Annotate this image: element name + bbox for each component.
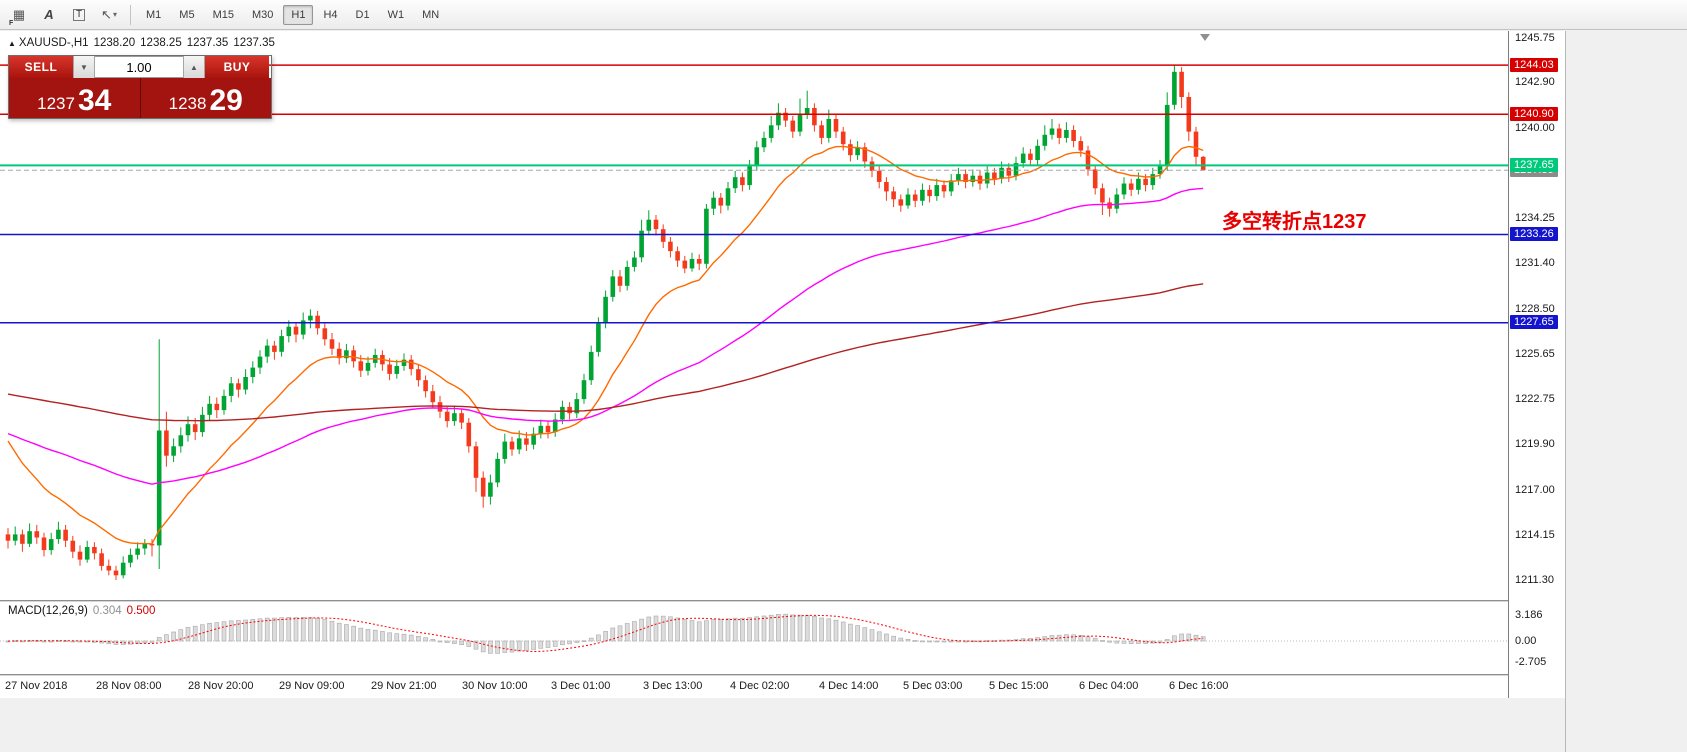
time-axis-label: 5 Dec 15:00 [989,680,1049,692]
timeframe-button-h4[interactable]: H4 [323,8,338,21]
volume-input[interactable] [95,56,183,78]
text-annotation-button[interactable]: A [35,2,63,28]
timeframe-button-m1[interactable]: M1 [146,8,162,21]
one-click-trade-panel: SELL ▼ ▲ BUY 1237 34 1238 29 [8,55,272,119]
level-price-badge: 1237.65 [1510,157,1558,172]
timeframe-button-m15[interactable]: M15 [212,8,234,21]
sell-price-main: 1237 [37,94,75,114]
textbox-icon: T [72,8,86,21]
time-axis-label: 27 Nov 2018 [5,680,68,692]
price-tick-label: 1234.25 [1515,212,1555,225]
time-axis-divider [0,674,1565,676]
level-price-badge: 1233.26 [1510,227,1558,241]
time-axis-label: 4 Dec 14:00 [819,680,879,692]
macd-axis-label: 0.00 [1515,634,1537,647]
time-axis-label: 28 Nov 08:00 [96,680,162,692]
buy-price[interactable]: 1238 29 [139,78,272,118]
timeframe-button-h1[interactable]: H1 [283,4,314,25]
price-tick-label: 1240.00 [1515,121,1555,134]
time-axis-label: 3 Dec 13:00 [643,680,703,692]
sell-price-pips: 34 [77,84,112,118]
price-tick-label: 1225.65 [1515,347,1555,360]
macd-panel[interactable]: MACD(12,26,9) 0.304 0.500 [0,602,1508,674]
toolbar: ▦ F A T ↖ ▾ M1 M5 M15 M30 H1 H4 D1 W1 MN [0,0,1687,30]
buy-button[interactable]: BUY [205,56,269,78]
timeframe-button-w1[interactable]: W1 [387,8,405,21]
macd-name: MACD(12,26,9) [8,605,88,617]
volume-decrease-button[interactable]: ▼ [73,56,95,78]
stamp-grid-button[interactable]: ▦ F [5,2,33,28]
time-axis-label: 6 Dec 04:00 [1079,680,1139,692]
macd-signal-value: 0.500 [126,605,156,617]
time-axis-label: 28 Nov 20:00 [188,680,254,692]
macd-label: MACD(12,26,9) 0.304 0.500 [8,605,155,617]
time-axis-label: 30 Nov 10:00 [462,680,528,692]
macd-axis-label: 3.186 [1515,609,1543,621]
price-tick-label: 1245.75 [1515,31,1555,44]
time-axis-label: 4 Dec 02:00 [730,680,790,692]
chart-annotation[interactable]: 多空转折点1237 [1222,211,1367,233]
price-tick-label: 1222.75 [1515,393,1555,406]
buy-price-pips: 29 [209,84,243,118]
level-price-badge: 1240.90 [1510,106,1558,121]
time-axis-label: 3 Dec 01:00 [551,680,611,692]
stamp-grid-sub-label: F [9,19,14,27]
spin-up-icon: ▲ [190,62,198,72]
time-axis-label: 5 Dec 03:00 [903,680,963,692]
dropdown-caret-icon: ▾ [112,10,117,19]
macd-chart[interactable] [0,602,1508,674]
open-value: 1238.20 [93,37,136,49]
time-axis-label: 6 Dec 16:00 [1169,680,1229,692]
low-value: 1237.35 [186,37,229,49]
time-axis[interactable]: 27 Nov 2018 28 Nov 08:00 28 Nov 20:00 29 No… [0,676,1565,698]
time-axis-label: 29 Nov 21:00 [371,680,437,692]
timeframe-button-m5[interactable]: M5 [179,8,195,21]
price-axis[interactable]: 1245.751242.901240.001237.101234.251231.… [1508,31,1565,698]
cursor-pointer-icon: ↖ [101,6,112,22]
chart-window[interactable]: ▲ XAUUSD-,H1 1238.20 1238.25 1237.35 1237.35 … [0,31,1508,600]
timeframe-group: M1 M5 M15 M30 H1 H4 D1 W1 MN [137,4,448,25]
level-price-badge: 1227.65 [1510,315,1558,330]
price-tick-label: 1228.50 [1515,302,1555,315]
price-tick-label: 1231.40 [1515,257,1555,270]
price-tick-label: 1214.15 [1515,528,1555,541]
text-annotation-icon: A [44,7,54,22]
spin-down-icon: ▼ [80,62,88,72]
stamp-grid-icon: ▦ [12,6,26,22]
macd-axis-label: -2.705 [1515,656,1547,669]
ohlc-header: ▲ XAUUSD-,H1 1238.20 1238.25 1237.35 1237.35 [8,37,280,49]
time-axis-label: 29 Nov 09:00 [279,680,345,692]
sell-button[interactable]: SELL [9,56,73,78]
buy-price-main: 1238 [168,94,207,114]
high-value: 1238.25 [140,37,182,49]
window-right-margin [1565,31,1687,752]
timeframe-button-d1[interactable]: D1 [355,8,370,21]
level-price-badge: 1244.03 [1510,57,1558,72]
price-tick-label: 1211.30 [1515,573,1554,586]
volume-increase-button[interactable]: ▲ [183,56,205,78]
panel-divider[interactable] [0,600,1565,602]
cursor-tool-button[interactable]: ↖ ▾ [95,2,123,28]
price-tick-label: 1242.90 [1515,76,1555,89]
price-tick-label: 1217.00 [1515,483,1555,496]
toolbar-separator [130,4,131,25]
timeframe-button-mn[interactable]: MN [422,8,440,21]
macd-main-value: 0.304 [92,605,122,617]
textbox-button[interactable]: T [65,2,93,28]
close-value: 1237.35 [233,37,275,49]
price-tick-label: 1219.90 [1515,438,1555,451]
sell-price[interactable]: 1237 34 [9,78,140,118]
symbol-marker-icon: ▲ [8,39,16,48]
candlestick-chart[interactable] [0,31,1508,600]
timeframe-button-m30[interactable]: M30 [251,8,274,21]
symbol-label: XAUUSD-,H1 [18,37,89,49]
